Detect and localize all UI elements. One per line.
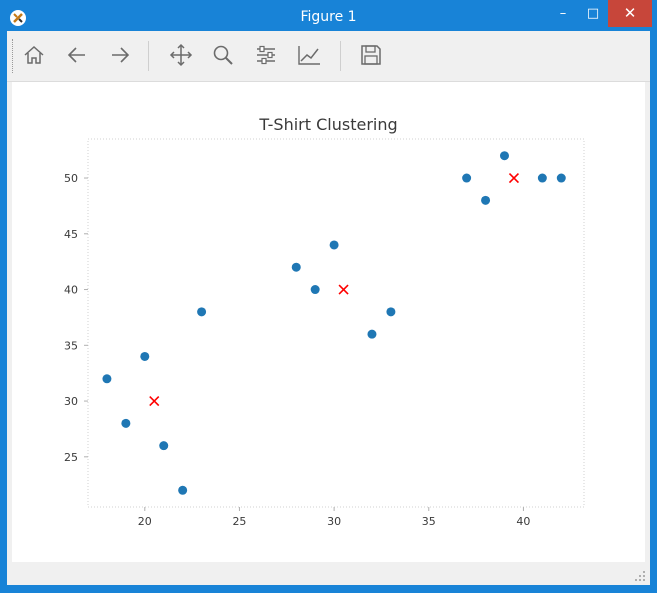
maximize-icon: □ [586, 6, 600, 21]
subplots-button[interactable] [252, 41, 280, 69]
plot-frame [87, 138, 585, 508]
maximize-button[interactable]: □ [578, 0, 608, 27]
zoom-button[interactable] [209, 41, 237, 69]
x-tick-label: 30 [327, 515, 341, 528]
home-icon [24, 45, 44, 64]
save-button[interactable] [357, 41, 385, 69]
data-point [499, 151, 509, 161]
window-client: T-Shirt Clustering 20 25 30 35 40 25 30 35 40 45 5… [7, 31, 650, 585]
data-point [121, 418, 131, 428]
data-point [197, 307, 207, 317]
minimize-icon: – [559, 6, 567, 21]
move-icon [169, 43, 193, 67]
arrow-left-icon [67, 47, 85, 63]
data-point [310, 285, 320, 295]
x-tick-label: 20 [138, 515, 152, 528]
status-bar [7, 563, 650, 585]
centroid-marker [338, 284, 349, 295]
data-point [367, 329, 377, 339]
navigation-toolbar [7, 31, 650, 82]
arrow-right-icon [112, 47, 130, 63]
data-point [102, 374, 112, 384]
y-tick-label: 30 [64, 395, 78, 408]
data-point [178, 485, 188, 495]
sliders-icon [257, 45, 275, 65]
data-point [556, 173, 566, 183]
y-tick-label: 40 [64, 284, 78, 297]
centroid-marker [149, 395, 160, 407]
x-tick-label: 25 [232, 515, 246, 528]
close-icon: ✕ [623, 4, 637, 22]
pan-button[interactable] [167, 41, 195, 69]
data-point [140, 351, 150, 361]
magnifier-icon [213, 45, 233, 65]
centroid-marker [508, 172, 520, 184]
toolbar-grip[interactable] [12, 39, 15, 73]
data-point [462, 173, 472, 183]
figure-canvas[interactable]: T-Shirt Clustering 20 25 30 35 40 25 30 35 40 45 5… [12, 82, 645, 562]
floppy-icon [361, 45, 381, 65]
close-button[interactable]: ✕ [608, 0, 652, 27]
chart-title: T-Shirt Clustering [259, 115, 398, 134]
data-point [481, 195, 491, 205]
toolbar-separator [148, 41, 149, 71]
home-button[interactable] [20, 41, 48, 69]
minimize-button[interactable]: – [548, 0, 578, 27]
title-bar[interactable]: Figure 1 – □ ✕ [0, 0, 657, 34]
toolbar-separator [340, 41, 341, 71]
data-point [159, 441, 169, 451]
data-point [386, 307, 396, 317]
data-point [537, 173, 547, 183]
scatter-plot: 20 25 30 35 40 25 30 35 40 45 50 [64, 138, 585, 528]
app-icon [9, 9, 27, 27]
x-tick-label: 35 [422, 515, 436, 528]
data-point [291, 262, 301, 272]
axes-button[interactable] [295, 41, 323, 69]
resize-grip-icon[interactable] [634, 570, 646, 582]
window-title: Figure 1 [300, 9, 357, 25]
x-tick-label: 40 [516, 515, 530, 528]
back-button[interactable] [63, 41, 91, 69]
data-point [329, 240, 339, 250]
line-chart-icon [298, 46, 320, 65]
forward-button[interactable] [106, 41, 134, 69]
y-tick-label: 35 [64, 339, 78, 352]
y-tick-label: 25 [64, 451, 78, 464]
y-tick-label: 45 [64, 228, 78, 241]
y-tick-label: 50 [64, 172, 78, 185]
